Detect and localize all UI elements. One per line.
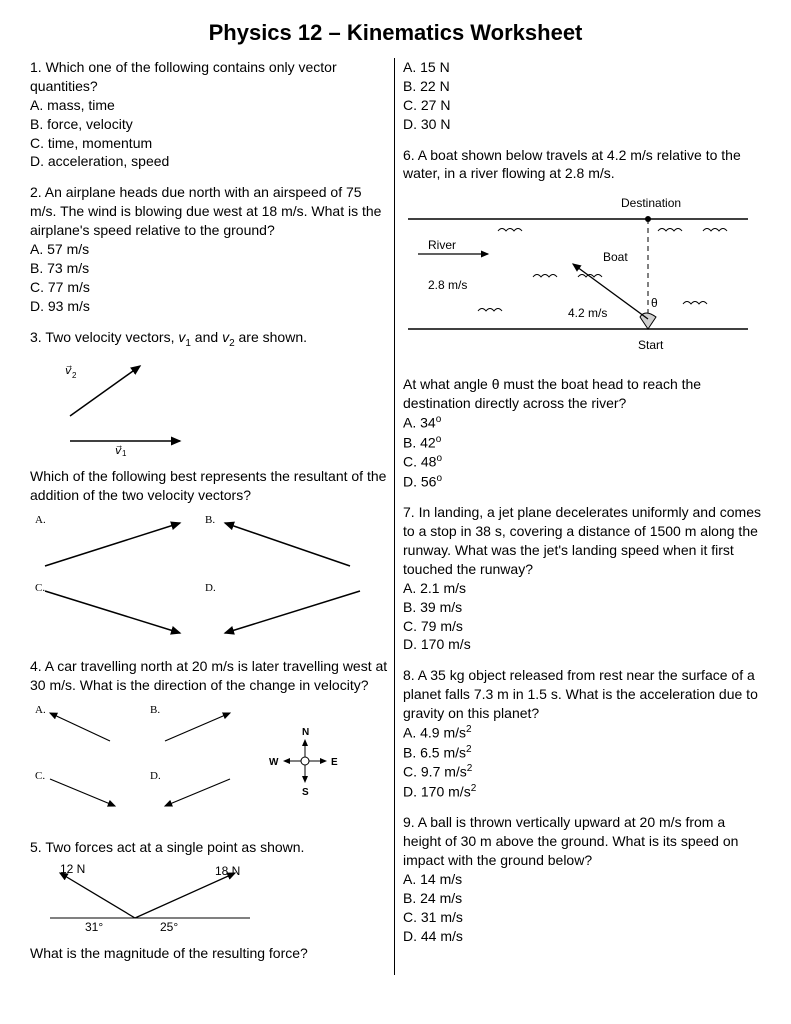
question-8: 8. A 35 kg object released from rest nea… [403,666,761,801]
svg-text:C.: C. [35,582,45,594]
svg-text:31°: 31° [85,920,103,933]
q6-follow: At what angle θ must the boat head to re… [403,375,761,413]
svg-text:1: 1 [122,449,127,456]
q5-follow: What is the magnitude of the resulting f… [30,944,388,963]
svg-text:River: River [428,238,456,252]
q2-text: 2. An airplane heads due north with an a… [30,183,388,240]
q5-answers: A. 15 N B. 22 N C. 27 N D. 30 N [403,58,761,134]
q3-intro: 3. Two velocity vectors, [30,329,178,345]
q8-option-a: A. 4.9 m/s2 [403,723,761,743]
left-column: 1. Which one of the following contains o… [30,58,395,975]
svg-text:4.2 m/s: 4.2 m/s [568,306,607,320]
q1-text: 1. Which one of the following contains o… [30,58,388,96]
q1-option-b: B. force, velocity [30,115,388,134]
question-4: 4. A car travelling north at 20 m/s is l… [30,657,388,826]
q2-option-d: D. 93 m/s [30,297,388,316]
q6-diagram: Destination River 2.8 m/s Boat 4.2 m/s θ… [403,189,761,369]
q6-text: 6. A boat shown below travels at 4.2 m/s… [403,146,761,184]
question-3: 3. Two velocity vectors, v1 and v2 are s… [30,328,388,646]
q5-option-c: C. 27 N [403,96,761,115]
q8-option-c: C. 9.7 m/s2 [403,762,761,782]
q7-option-b: B. 39 m/s [403,598,761,617]
q3-follow: Which of the following best represents t… [30,467,388,505]
q6-option-c: C. 48o [403,452,761,472]
svg-text:18 N: 18 N [215,864,240,878]
svg-text:θ: θ [651,296,658,310]
q6-option-b: B. 42o [403,433,761,453]
question-6: 6. A boat shown below travels at 4.2 m/s… [403,146,761,492]
q7-option-d: D. 170 m/s [403,635,761,654]
q8-option-d: D. 170 m/s2 [403,782,761,802]
q5-option-a: A. 15 N [403,58,761,77]
q9-option-c: C. 31 m/s [403,908,761,927]
q8-option-b: B. 6.5 m/s2 [403,743,761,763]
svg-text:D.: D. [150,770,161,782]
svg-text:Start: Start [638,338,664,352]
right-column: A. 15 N B. 22 N C. 27 N D. 30 N 6. A boa… [403,58,761,975]
svg-text:W: W [269,757,279,768]
q6-option-d: D. 56o [403,472,761,492]
q5-option-d: D. 30 N [403,115,761,134]
question-9: 9. A ball is thrown vertically upward at… [403,813,761,945]
q3-options-diagram: A. B. C. D. [30,511,388,646]
svg-text:Boat: Boat [603,250,628,264]
svg-text:B.: B. [205,514,215,526]
q2-option-a: A. 57 m/s [30,240,388,259]
svg-text:B.: B. [150,704,160,716]
q4-options-diagram: A. B. C. D. [30,701,388,826]
q9-text: 9. A ball is thrown vertically upward at… [403,813,761,870]
q6-option-a: A. 34o [403,413,761,433]
q1-option-a: A. mass, time [30,96,388,115]
q9-option-b: B. 24 m/s [403,889,761,908]
svg-text:25°: 25° [160,920,178,933]
q3-text: 3. Two velocity vectors, v1 and v2 are s… [30,328,388,350]
svg-text:v⃗: v⃗ [65,365,72,377]
question-5: 5. Two forces act at a single point as s… [30,838,388,963]
svg-text:A.: A. [35,514,46,526]
q1-option-c: C. time, momentum [30,134,388,153]
svg-text:E: E [331,757,338,768]
question-7: 7. In landing, a jet plane decelerates u… [403,503,761,654]
q5-option-b: B. 22 N [403,77,761,96]
q5-text: 5. Two forces act at a single point as s… [30,838,388,857]
q3-given-vectors: v⃗ 2 v⃗ 1 [30,356,388,461]
svg-text:Destination: Destination [621,196,681,210]
q9-option-d: D. 44 m/s [403,927,761,946]
svg-text:N: N [302,727,309,738]
q5-diagram: 12 N 18 N 31° 25° [30,863,388,938]
q8-text: 8. A 35 kg object released from rest nea… [403,666,761,723]
q6-follow-pre: At what angle θ [403,376,503,392]
question-1: 1. Which one of the following contains o… [30,58,388,171]
q3-v2: v [222,329,229,345]
q3-tail: are shown. [235,329,307,345]
q7-text: 7. In landing, a jet plane decelerates u… [403,503,761,579]
q9-option-a: A. 14 m/s [403,870,761,889]
svg-text:12 N: 12 N [60,863,85,876]
svg-text:2: 2 [72,371,77,380]
page-title: Physics 12 – Kinematics Worksheet [30,20,761,46]
q7-option-a: A. 2.1 m/s [403,579,761,598]
q4-text: 4. A car travelling north at 20 m/s is l… [30,657,388,695]
svg-text:C.: C. [35,770,45,782]
q3-mid: and [191,329,222,345]
two-column-layout: 1. Which one of the following contains o… [30,58,761,975]
svg-text:v⃗: v⃗ [115,445,122,456]
q2-option-b: B. 73 m/s [30,259,388,278]
q7-option-c: C. 79 m/s [403,617,761,636]
svg-text:S: S [302,787,309,798]
question-2: 2. An airplane heads due north with an a… [30,183,388,315]
svg-text:D.: D. [205,582,216,594]
q1-option-d: D. acceleration, speed [30,152,388,171]
svg-text:2.8 m/s: 2.8 m/s [428,278,467,292]
svg-text:A.: A. [35,704,46,716]
q2-option-c: C. 77 m/s [30,278,388,297]
